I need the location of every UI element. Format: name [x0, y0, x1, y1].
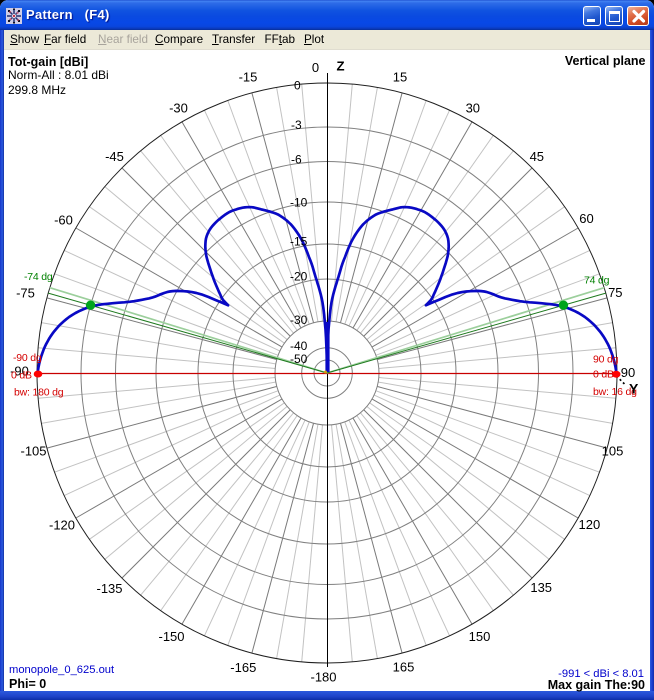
svg-text:-45: -45: [105, 149, 124, 164]
svg-text:-3: -3: [291, 118, 302, 132]
svg-text:45: 45: [530, 149, 544, 164]
svg-text:Z: Z: [337, 59, 345, 74]
svg-text:-90 dg: -90 dg: [13, 352, 42, 364]
svg-text:-15: -15: [239, 70, 258, 85]
svg-text:-10: -10: [290, 195, 308, 209]
svg-text:75: 75: [608, 285, 622, 300]
svg-text:0: 0: [294, 78, 301, 92]
svg-text:165: 165: [393, 660, 415, 675]
svg-text:0 dB: 0 dB: [593, 368, 614, 380]
svg-text:-90: -90: [10, 364, 29, 379]
svg-text:60: 60: [579, 211, 593, 226]
svg-text:-40: -40: [290, 339, 308, 353]
svg-text:-165: -165: [230, 660, 256, 675]
svg-text:-135: -135: [96, 581, 122, 596]
svg-text:-20: -20: [290, 269, 308, 283]
svg-text:-30: -30: [290, 313, 308, 327]
svg-text:120: 120: [579, 517, 601, 532]
svg-text:-15: -15: [290, 234, 308, 248]
svg-text:-60: -60: [54, 213, 73, 228]
svg-text:105: 105: [602, 443, 624, 458]
svg-text:bw: 16 dg: bw: 16 dg: [593, 386, 637, 398]
svg-text:150: 150: [469, 629, 491, 644]
svg-text:15: 15: [393, 70, 407, 85]
svg-text:90: 90: [621, 365, 635, 380]
svg-text:-50: -50: [290, 352, 308, 366]
svg-text:Y: Y: [629, 381, 639, 397]
svg-text:-180: -180: [310, 670, 336, 685]
svg-text:-75: -75: [16, 286, 35, 301]
svg-text:-120: -120: [49, 518, 75, 533]
svg-text:74 dg: 74 dg: [584, 275, 610, 287]
svg-text:135: 135: [530, 580, 552, 595]
svg-text:-30: -30: [169, 101, 188, 116]
svg-text:bw: 180 dg: bw: 180 dg: [14, 386, 64, 398]
svg-text:30: 30: [466, 101, 480, 116]
svg-text:-105: -105: [20, 444, 46, 459]
svg-text:-74 dg: -74 dg: [24, 271, 53, 283]
svg-text:0: 0: [312, 60, 319, 75]
svg-text:-6: -6: [291, 152, 302, 166]
svg-text:90 dg: 90 dg: [593, 354, 619, 366]
svg-text:-150: -150: [158, 629, 184, 644]
svg-text:0 dB: 0 dB: [11, 370, 32, 382]
